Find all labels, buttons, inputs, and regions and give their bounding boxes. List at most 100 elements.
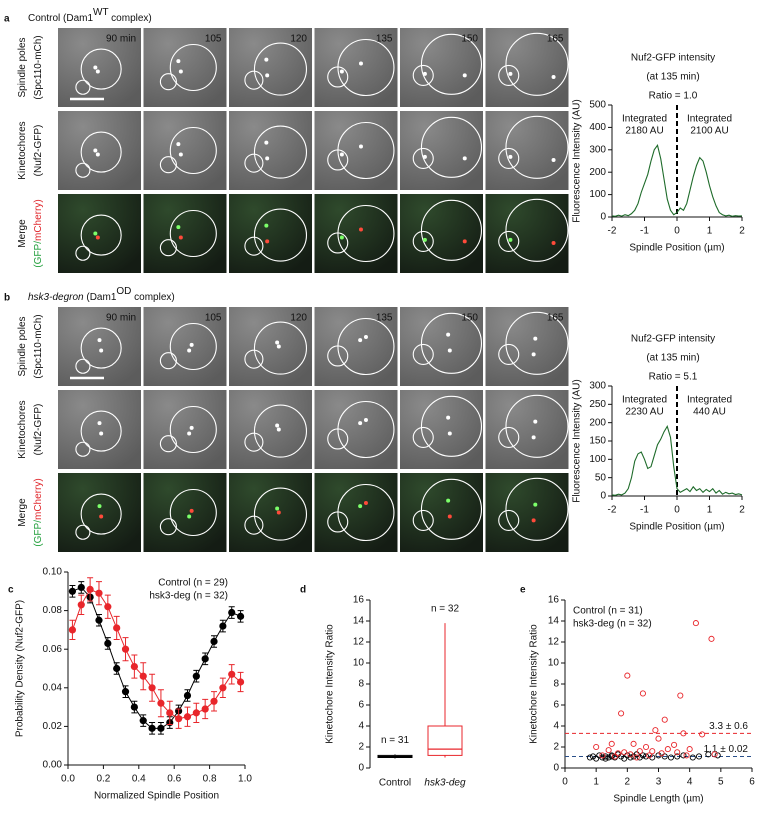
y-tick-label: 100 [589, 454, 606, 465]
data-point [618, 710, 625, 717]
data-point [183, 713, 192, 721]
fluorescent-spot [551, 74, 556, 79]
y-tick-label: 250 [589, 399, 606, 410]
data-point [608, 753, 615, 760]
y-axis-label: Fluorescence Intensity (AU) [572, 99, 583, 222]
fluorescent-spot [446, 415, 451, 420]
fluorescent-spot [97, 504, 102, 509]
cell-outline [505, 32, 569, 96]
x-tick-label: 0 [674, 505, 680, 516]
text-segment: Kinetochores [17, 121, 28, 179]
panel-label: b [4, 293, 10, 304]
y-tick-label: 4 [358, 721, 364, 732]
fluorescent-spot [276, 510, 281, 515]
data-point [596, 752, 603, 759]
y-axis-label: Fluorescence Intensity (AU) [572, 379, 583, 502]
bud-outline [327, 428, 349, 450]
x-tick-label: -2 [608, 505, 617, 516]
cell-outline [505, 198, 569, 262]
time-label: 135 [376, 34, 393, 45]
fluorescent-spot [358, 61, 363, 66]
cell-outline [253, 125, 308, 179]
data-point [636, 754, 643, 761]
y-tick-label: 500 [589, 100, 606, 111]
fluorescent-spot [95, 69, 100, 74]
bud-outline [159, 352, 177, 370]
x-tick-label: 6 [749, 777, 755, 788]
fluorescent-spot [363, 501, 368, 506]
time-label: 135 [376, 313, 393, 324]
data-point [646, 752, 653, 759]
row-label: Spindle poles [17, 37, 28, 97]
cell-outline [505, 477, 569, 541]
panel-label: d [300, 585, 306, 596]
micrograph [400, 28, 483, 107]
y-tick-label: 4 [553, 721, 559, 732]
data-point [236, 678, 245, 686]
cell-outline [420, 33, 483, 95]
data-point [593, 755, 600, 762]
fluorescent-spot [265, 156, 270, 161]
category-label: hsk3-deg [424, 778, 466, 789]
fluorescent-spot [508, 154, 513, 159]
cell-outline [80, 48, 122, 90]
fluorescent-spot [93, 231, 98, 236]
fluorescent-spot [358, 144, 363, 149]
bud-outline [244, 236, 264, 256]
time-label: 90 min [106, 34, 136, 45]
bud-outline [412, 509, 434, 531]
bud-outline [498, 230, 520, 252]
legend-entry: hsk3-deg (n = 32) [149, 591, 228, 602]
text-segment: Spindle poles [17, 316, 28, 376]
y-tick-label: 200 [589, 167, 606, 178]
micrograph [229, 307, 312, 386]
box [427, 725, 463, 756]
data-point [590, 753, 597, 760]
fluorescent-spot [95, 152, 100, 157]
bud-outline [75, 245, 91, 261]
fluorescent-spot [95, 235, 100, 240]
cell-outline [505, 115, 569, 179]
text-segment: Control (Dam1 [28, 13, 93, 24]
fluorescent-spot [358, 338, 363, 343]
bud-outline [75, 441, 91, 457]
x-tick-label: -2 [608, 226, 617, 237]
data-point [655, 735, 662, 742]
fluorescent-spot [531, 518, 536, 523]
data-point [139, 672, 147, 680]
row-label: (GFP/mCherry) [33, 199, 44, 267]
micrograph [400, 473, 483, 552]
legend-entry: hsk3-deg (n = 32) [573, 619, 652, 630]
time-label: 105 [205, 34, 222, 45]
fluorescent-spot [178, 235, 183, 240]
y-tick-label: 16 [353, 595, 365, 606]
fluorescent-spot [189, 342, 194, 347]
bud-outline [75, 79, 91, 95]
time-label: 120 [290, 313, 307, 324]
data-point [661, 753, 668, 760]
fluorescent-spot [275, 340, 280, 345]
y-tick-label: 0 [600, 212, 606, 223]
cell-outline [253, 42, 308, 96]
row-label: Merge [17, 498, 28, 527]
data-point [621, 749, 628, 756]
y-tick-label: 16 [548, 595, 560, 606]
x-tick-label: 0.0 [61, 774, 75, 785]
x-tick-label: 3 [656, 777, 662, 788]
bud-outline [244, 153, 264, 173]
fluorescent-spot [508, 71, 513, 76]
cell-outline [80, 410, 122, 452]
data-point [633, 754, 640, 761]
chart-title: Ratio = 5.1 [649, 372, 698, 383]
micrograph [229, 28, 312, 107]
data-point [639, 752, 646, 759]
panel-label: e [520, 585, 526, 596]
fluorescent-spot [531, 435, 536, 440]
bud-outline [327, 232, 349, 254]
micrograph [58, 390, 141, 469]
data-point [608, 740, 615, 747]
y-axis-label: Probability Density (Nuf2-GFP) [15, 600, 26, 737]
data-line [611, 424, 743, 496]
fluorescent-spot [264, 140, 269, 145]
